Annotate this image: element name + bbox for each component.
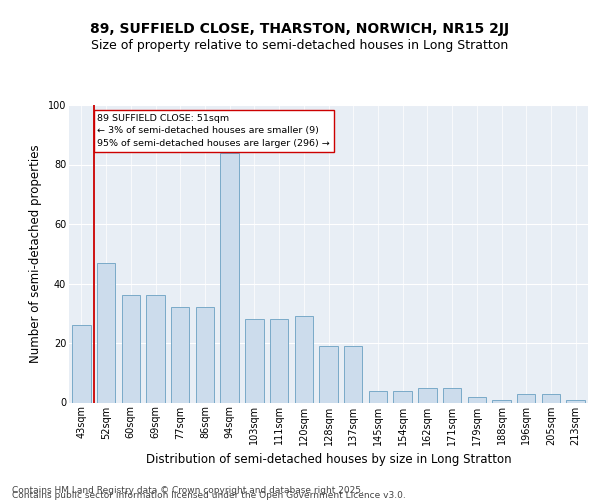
Text: Size of property relative to semi-detached houses in Long Stratton: Size of property relative to semi-detach…: [91, 39, 509, 52]
Text: Contains public sector information licensed under the Open Government Licence v3: Contains public sector information licen…: [12, 491, 406, 500]
Bar: [295, 316, 313, 402]
X-axis label: Distribution of semi-detached houses by size in Long Stratton: Distribution of semi-detached houses by …: [146, 453, 511, 466]
Bar: [171, 308, 190, 402]
Bar: [319, 346, 338, 403]
Bar: [245, 319, 263, 402]
Bar: [270, 319, 289, 402]
Y-axis label: Number of semi-detached properties: Number of semi-detached properties: [29, 144, 42, 363]
Bar: [344, 346, 362, 403]
Text: Contains HM Land Registry data © Crown copyright and database right 2025.: Contains HM Land Registry data © Crown c…: [12, 486, 364, 495]
Bar: [418, 388, 437, 402]
Bar: [220, 152, 239, 402]
Bar: [72, 325, 91, 402]
Text: 89 SUFFIELD CLOSE: 51sqm
← 3% of semi-detached houses are smaller (9)
95% of sem: 89 SUFFIELD CLOSE: 51sqm ← 3% of semi-de…: [97, 114, 330, 148]
Bar: [492, 400, 511, 402]
Bar: [368, 390, 387, 402]
Text: 89, SUFFIELD CLOSE, THARSTON, NORWICH, NR15 2JJ: 89, SUFFIELD CLOSE, THARSTON, NORWICH, N…: [91, 22, 509, 36]
Bar: [517, 394, 535, 402]
Bar: [566, 400, 585, 402]
Bar: [467, 396, 486, 402]
Bar: [196, 308, 214, 402]
Bar: [146, 296, 165, 403]
Bar: [97, 262, 115, 402]
Bar: [542, 394, 560, 402]
Bar: [394, 390, 412, 402]
Bar: [443, 388, 461, 402]
Bar: [122, 296, 140, 403]
